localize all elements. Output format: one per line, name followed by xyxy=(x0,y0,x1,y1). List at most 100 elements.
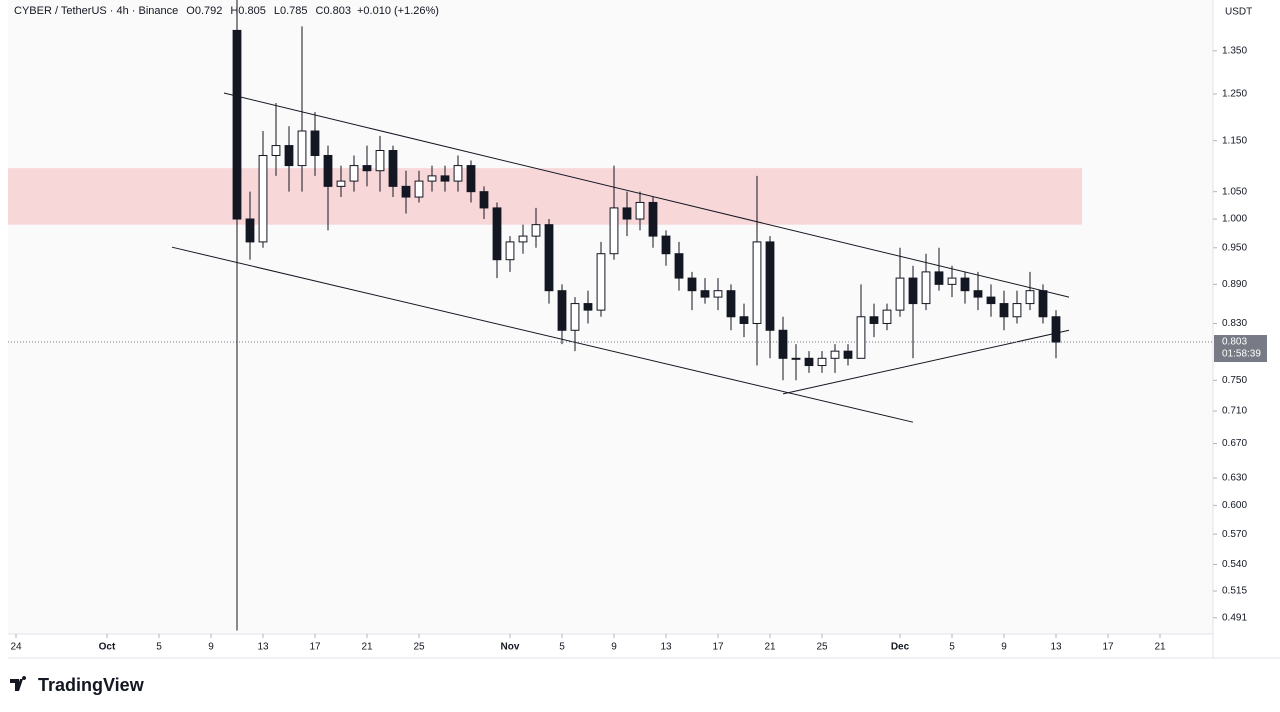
plot-area xyxy=(8,0,1213,634)
y-tick-label: 1.050 xyxy=(1222,186,1247,197)
y-tick-label: 0.515 xyxy=(1222,586,1247,597)
y-tick-label: 1.250 xyxy=(1222,89,1247,100)
header: CYBER / TetherUS · 4h · Binance O0.792 H0.… xyxy=(14,5,439,17)
x-tick-label: 21 xyxy=(764,642,776,653)
y-tick-label: 1.000 xyxy=(1222,214,1247,225)
candle-body xyxy=(622,207,632,220)
y-tick-label: 0.670 xyxy=(1222,438,1247,449)
candle-body xyxy=(245,218,255,243)
logo-icon xyxy=(10,676,27,691)
candle-body xyxy=(648,201,658,237)
candle-body xyxy=(921,271,931,305)
candle-body xyxy=(869,316,879,324)
candle-body xyxy=(895,277,905,311)
candle-body xyxy=(986,296,996,305)
x-tick-label: 5 xyxy=(949,642,955,653)
candle-body xyxy=(960,277,970,292)
candle-body xyxy=(791,357,801,360)
candle-body xyxy=(1025,290,1035,305)
candle-body xyxy=(778,329,788,359)
y-tick-label: 0.491 xyxy=(1222,612,1247,623)
x-tick-label: 21 xyxy=(361,642,373,653)
candle-body xyxy=(297,130,307,167)
candle-body xyxy=(388,150,398,187)
candle-body xyxy=(466,165,476,193)
candle-body xyxy=(817,357,827,367)
resistance-zone xyxy=(8,168,1082,225)
x-tick-label: 9 xyxy=(1001,642,1007,653)
x-tick-label: 5 xyxy=(156,642,162,653)
x-tick-label: 5 xyxy=(559,642,565,653)
x-tick-label: 24 xyxy=(10,642,22,653)
candle-body xyxy=(973,290,983,298)
y-tick-label: 0.630 xyxy=(1222,473,1247,484)
last-price-box xyxy=(1214,335,1267,363)
x-tick-label: 25 xyxy=(413,642,425,653)
candle-body xyxy=(505,241,515,261)
candle-body xyxy=(882,309,892,324)
candle-body xyxy=(362,165,372,172)
candle-body xyxy=(531,224,541,237)
candle-body xyxy=(583,303,593,311)
close: C0.803 xyxy=(316,5,351,17)
high: H0.805 xyxy=(230,5,265,17)
plot xyxy=(8,0,1213,631)
candle-body xyxy=(687,277,697,292)
candle-body xyxy=(856,316,866,359)
y-tick-label: 1.350 xyxy=(1222,45,1247,56)
brand: TradingView xyxy=(38,675,145,695)
y-tick-label: 0.600 xyxy=(1222,500,1247,511)
y-tick-label: 0.750 xyxy=(1222,375,1247,386)
y-tick-label: 0.570 xyxy=(1222,529,1247,540)
candle-body xyxy=(596,253,606,311)
y-tick-label: 0.950 xyxy=(1222,242,1247,253)
x-tick-label: 9 xyxy=(208,642,214,653)
x-tick-label: 13 xyxy=(1050,642,1062,653)
candle-body xyxy=(414,180,424,198)
candle-body xyxy=(557,290,567,331)
candle-body xyxy=(700,290,710,298)
x-tick-label: 17 xyxy=(1102,642,1114,653)
currency[interactable]: USDT xyxy=(1225,7,1252,18)
trendline xyxy=(171,246,914,423)
candle-body xyxy=(661,235,671,255)
candle-body xyxy=(752,241,762,324)
candle-body xyxy=(258,154,268,243)
y-tick-label: 0.540 xyxy=(1222,559,1247,570)
candle-body xyxy=(518,235,528,243)
candle-body xyxy=(739,316,749,324)
y-tick-label: 0.830 xyxy=(1222,318,1247,329)
y-tick-label: 1.150 xyxy=(1222,135,1247,146)
candle-body xyxy=(492,207,502,261)
x-tick-label: 13 xyxy=(257,642,269,653)
candle-body xyxy=(323,154,333,187)
candle-body xyxy=(570,303,580,331)
candle-body xyxy=(336,180,346,187)
candle-body xyxy=(804,357,814,367)
candle-body xyxy=(440,175,450,182)
y-tick-label: 0.710 xyxy=(1222,406,1247,417)
candle-body xyxy=(401,185,411,198)
candle-body xyxy=(427,175,437,182)
candle-body xyxy=(310,130,320,156)
candle-body xyxy=(1038,290,1048,318)
candle-body xyxy=(375,150,385,172)
candle-body xyxy=(999,303,1009,318)
trendline xyxy=(223,92,1070,298)
last-price-label: 0.803 xyxy=(1222,337,1247,348)
x-tick-label: 17 xyxy=(309,642,321,653)
candle-body xyxy=(609,207,619,255)
candle-body xyxy=(453,165,463,182)
candle-body xyxy=(934,271,944,285)
candle-body xyxy=(635,201,645,220)
candle-body xyxy=(284,145,294,167)
low: L0.785 xyxy=(274,5,308,17)
logo: TradingView xyxy=(10,675,145,695)
x-tick-label: Dec xyxy=(891,642,910,653)
candle-body xyxy=(908,277,918,305)
candle-body xyxy=(232,29,242,220)
axes: 0.491 0.515 0.540 0.570 0.600 0.630 0.670 0.710… xyxy=(10,45,1267,653)
candle-body xyxy=(843,350,853,359)
